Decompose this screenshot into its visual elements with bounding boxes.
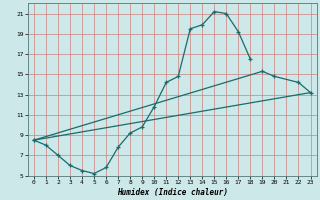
X-axis label: Humidex (Indice chaleur): Humidex (Indice chaleur) <box>117 188 228 197</box>
